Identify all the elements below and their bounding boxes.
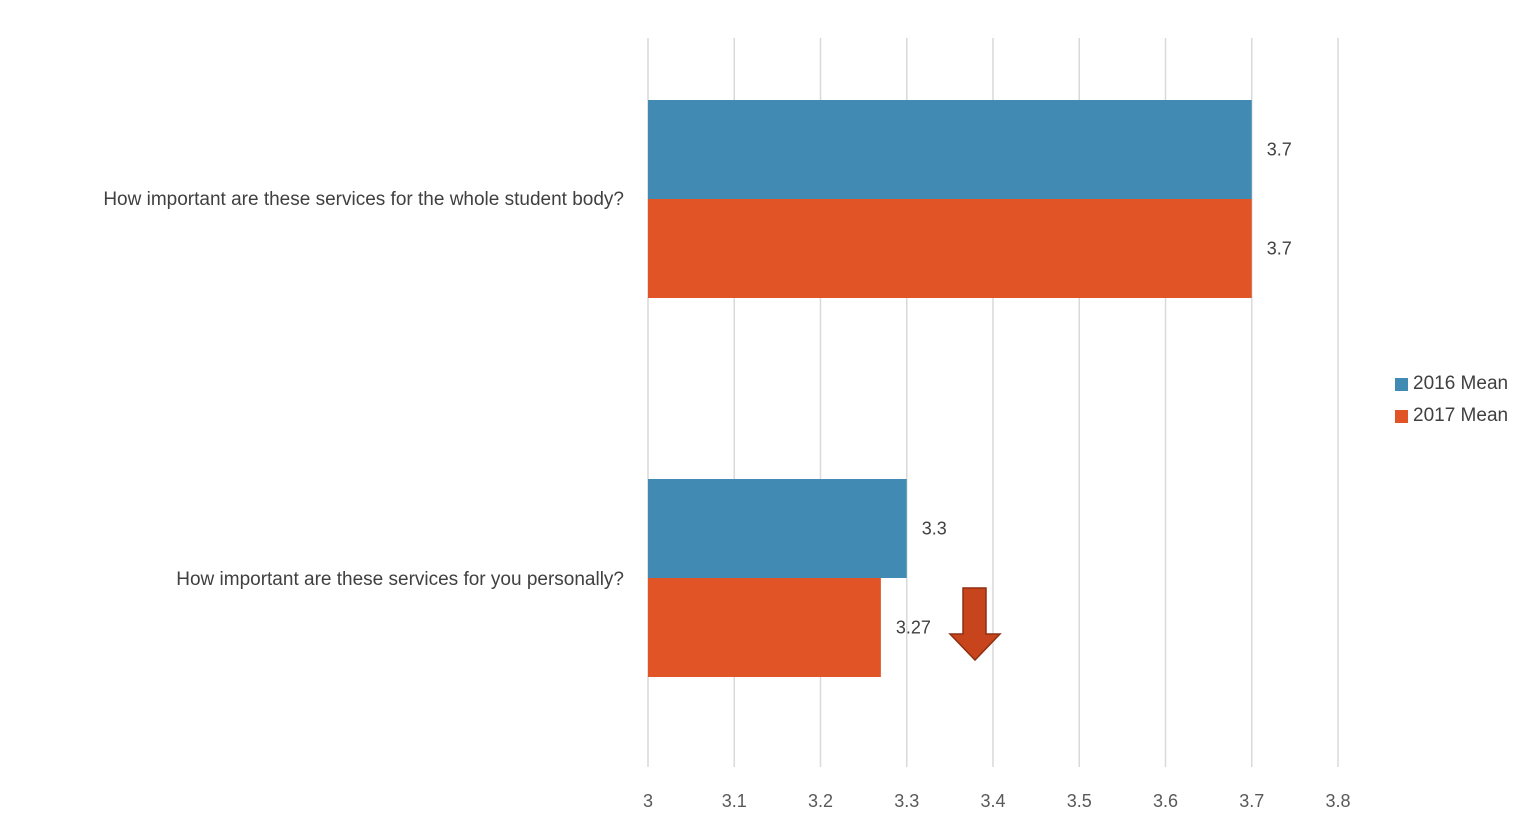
- data-label: 3.27: [896, 618, 931, 638]
- legend-swatch-2016: [1395, 377, 1408, 391]
- bar-2016-mean-1: [648, 479, 907, 578]
- legend-item-2017: 2017 Mean: [1395, 400, 1532, 432]
- x-tick-label: 3.1: [722, 791, 747, 811]
- legend-item-2016: 2016 Mean: [1395, 368, 1532, 400]
- bar-2016-mean-0: [648, 100, 1252, 199]
- x-tick-label: 3.2: [808, 791, 833, 811]
- legend-label-2017: 2017 Mean: [1413, 405, 1509, 426]
- legend: 2016 Mean 2017 Mean: [1395, 368, 1532, 432]
- bar-2017-mean-1: [648, 578, 881, 677]
- x-tick-label: 3: [643, 791, 653, 811]
- data-label: 3.3: [922, 519, 947, 539]
- bar-2017-mean-0: [648, 199, 1252, 298]
- x-tick-label: 3.6: [1153, 791, 1178, 811]
- data-label: 3.7: [1267, 140, 1292, 160]
- x-tick-label: 3.3: [894, 791, 919, 811]
- x-tick-label: 3.4: [980, 791, 1005, 811]
- legend-label-2016: 2016 Mean: [1413, 373, 1509, 394]
- category-label: How important are these services for the…: [103, 189, 624, 210]
- data-label: 3.7: [1267, 239, 1292, 259]
- category-label: How important are these services for you…: [176, 569, 624, 590]
- down-arrow-icon: [948, 587, 1002, 662]
- x-tick-label: 3.5: [1067, 791, 1092, 811]
- x-tick-label: 3.7: [1239, 791, 1264, 811]
- legend-swatch-2017: [1395, 409, 1408, 423]
- x-tick-label: 3.8: [1325, 791, 1350, 811]
